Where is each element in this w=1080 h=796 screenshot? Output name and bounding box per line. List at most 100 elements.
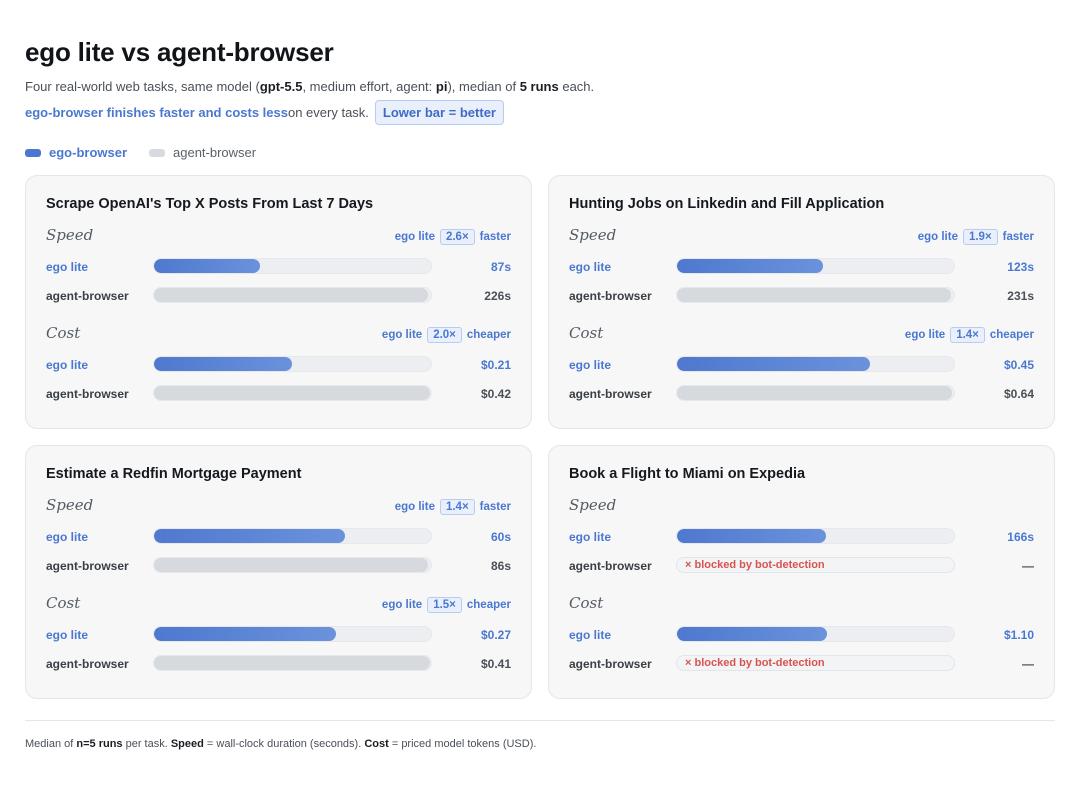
cost-section-label: Cost: [46, 324, 81, 342]
ratio-prefix: ego lite: [381, 329, 423, 341]
cost-bar-ego: [677, 627, 827, 641]
bar-track: [676, 287, 955, 303]
task-card: Scrape OpenAI's Top X Posts From Last 7 …: [25, 175, 532, 429]
ratio-badge: 1.4×: [439, 499, 475, 515]
speed-value-ego: 60s: [490, 530, 511, 544]
ratio-badge: 2.0×: [427, 327, 462, 343]
ratio-prefix: ego lite: [904, 329, 946, 341]
tagline-rest: on every task.: [287, 104, 369, 120]
speed-value-ego: 166s: [1007, 530, 1034, 544]
ratio-badge: 2.6×: [439, 229, 475, 245]
cost-section-label: Cost: [569, 324, 604, 342]
legend-label-ego: ego-browser: [49, 145, 128, 160]
speed-section-label: Speed: [46, 496, 94, 514]
cost-value-agent-browser: $0.64: [1003, 387, 1034, 401]
ratio-prefix: ego lite: [394, 231, 435, 243]
task-title: Book a Flight to Miami on Expedia: [569, 466, 806, 482]
speed-bar-ego: [154, 259, 260, 273]
cost-ratio: ego lite 1.5× cheaper: [382, 597, 511, 613]
cost-ratio: ego lite 1.4× cheaper: [905, 327, 1034, 343]
speed-section-label: Speed: [569, 226, 617, 244]
cost-bar-agent-browser: [154, 386, 430, 400]
ego-row-label: ego lite: [569, 628, 612, 642]
cost-bar-agent-browser: [154, 656, 430, 670]
bar-track: [676, 528, 955, 544]
bar-track: [153, 287, 432, 303]
bar-track: [676, 356, 955, 372]
bar-track: [153, 528, 432, 544]
ratio-prefix: ego lite: [394, 501, 435, 513]
ego-row-label: ego lite: [569, 530, 612, 544]
ratio-prefix: ego lite: [917, 231, 958, 243]
bar-track: [153, 655, 432, 671]
cost-section-label: Cost: [569, 594, 604, 612]
cost-value-ego: $0.27: [480, 628, 511, 642]
tagline-highlight: ego-browser finishes faster and costs le…: [25, 104, 288, 120]
ego-row-label: ego lite: [569, 358, 612, 372]
cost-value-ego: $1.10: [1003, 628, 1034, 642]
task-title: Scrape OpenAI's Top X Posts From Last 7 …: [46, 196, 374, 212]
agent-browser-row-label: agent-browser: [569, 387, 652, 401]
cost-bar-ego: [154, 627, 336, 641]
cost-ratio: ego lite 2.0× cheaper: [382, 327, 511, 343]
task-card: Book a Flight to Miami on Expedia Speed eg…: [548, 445, 1055, 699]
speed-value-agent-browser: 231s: [1007, 289, 1034, 303]
speed-value-ego: 87s: [490, 260, 511, 274]
ratio-badge: 1.9×: [962, 229, 998, 245]
cost-value-agent-browser: $0.42: [480, 387, 511, 401]
speed-ratio: ego lite 2.6× faster: [395, 229, 511, 245]
task-card: Estimate a Redfin Mortgage Payment Speed e…: [25, 445, 532, 699]
ego-row-label: ego lite: [569, 260, 612, 274]
speed-value-agent-browser: 226s: [484, 289, 511, 303]
speed-ratio: ego lite 1.9× faster: [918, 229, 1034, 245]
ratio-suffix: faster: [479, 231, 511, 243]
speed-blocked-badge: × blocked by bot-detection: [676, 557, 955, 573]
page-tagline: ego-browser finishes faster and costs le…: [25, 99, 504, 125]
cost-section-label: Cost: [46, 594, 81, 612]
lower-is-better-badge: Lower bar = better: [374, 99, 504, 125]
speed-bar-ego: [677, 529, 826, 543]
legend-swatch-ego: [25, 148, 41, 157]
speed-value-agent-browser: 86s: [490, 559, 511, 573]
legend: ego-browser agent-browser: [25, 145, 256, 160]
ratio-badge: 1.4×: [950, 327, 985, 343]
bar-track: [153, 385, 432, 401]
ratio-suffix: cheaper: [466, 599, 511, 611]
speed-section-label: Speed: [569, 496, 617, 514]
speed-ratio: ego lite 1.4× faster: [395, 499, 511, 515]
bar-track: [153, 258, 432, 274]
bar-track: [153, 626, 432, 642]
task-card: Hunting Jobs on Linkedin and Fill Applic…: [548, 175, 1055, 429]
ratio-prefix: ego lite: [381, 599, 423, 611]
speed-bar-ego: [677, 259, 823, 273]
speed-value-agent-browser: —: [1022, 559, 1034, 573]
agent-browser-row-label: agent-browser: [46, 657, 129, 671]
agent-browser-row-label: agent-browser: [569, 657, 652, 671]
speed-section-label: Speed: [46, 226, 94, 244]
ratio-suffix: cheaper: [989, 329, 1034, 341]
ego-row-label: ego lite: [46, 260, 89, 274]
speed-bar-agent-browser: [154, 558, 428, 572]
ego-row-label: ego lite: [46, 530, 89, 544]
bar-track: [676, 258, 955, 274]
ratio-badge: 1.5×: [427, 597, 462, 613]
page-subtitle: Four real-world web tasks, same model (g…: [25, 79, 595, 94]
agent-browser-row-label: agent-browser: [46, 387, 129, 401]
cost-bar-ego: [154, 357, 292, 371]
cost-value-agent-browser: $0.41: [480, 657, 511, 671]
footer-note: Median of n=5 runs per task. Speed = wal…: [25, 738, 537, 750]
speed-value-ego: 123s: [1007, 260, 1034, 274]
ratio-suffix: faster: [1002, 231, 1034, 243]
bar-track: [676, 626, 955, 642]
ratio-suffix: cheaper: [466, 329, 511, 341]
cost-value-agent-browser: —: [1022, 657, 1034, 671]
cost-bar-ego: [677, 357, 870, 371]
agent-browser-row-label: agent-browser: [46, 559, 129, 573]
ratio-suffix: faster: [479, 501, 511, 513]
legend-label-agent-browser: agent-browser: [173, 145, 257, 160]
ego-row-label: ego lite: [46, 358, 89, 372]
task-title: Estimate a Redfin Mortgage Payment: [46, 466, 302, 482]
footer-divider: [25, 720, 1055, 721]
page-title: ego lite vs agent-browser: [25, 37, 334, 67]
speed-bar-ego: [154, 529, 345, 543]
